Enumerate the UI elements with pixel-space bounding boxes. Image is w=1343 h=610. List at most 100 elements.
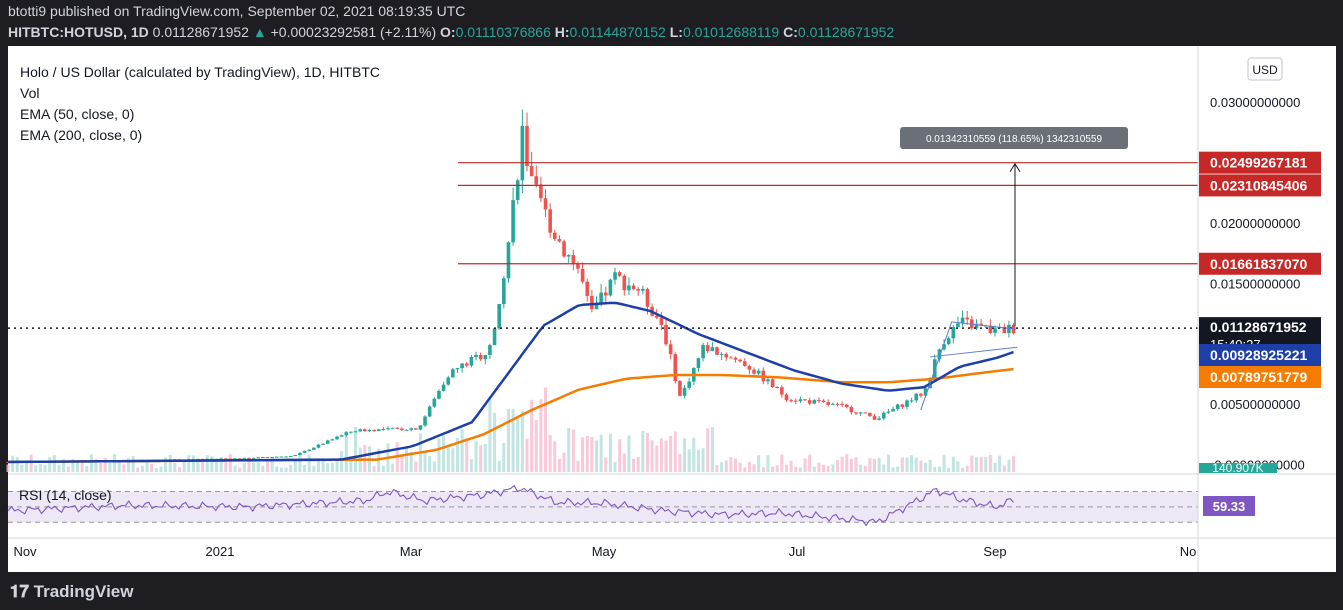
volume-bar	[460, 428, 464, 472]
candle-body	[395, 427, 400, 429]
candle-body	[868, 412, 872, 417]
candle-body	[293, 455, 298, 457]
volume-bar	[826, 466, 830, 472]
volume-bar	[998, 455, 1002, 472]
volume-bar	[256, 462, 260, 472]
candle-body	[840, 403, 844, 405]
volume-bar	[859, 464, 863, 472]
volume-bar	[372, 465, 376, 472]
x-tick-label: No	[1180, 544, 1197, 559]
volume-bar	[544, 387, 548, 472]
volume-bar	[571, 429, 575, 472]
candle-body	[617, 272, 622, 276]
ema50-price-box	[1199, 344, 1321, 366]
candle-body	[418, 425, 423, 430]
triangle-upper	[920, 321, 1016, 411]
volume-bar	[205, 455, 209, 472]
candle-body	[427, 406, 432, 417]
volume-bar	[1012, 456, 1016, 472]
volume-bar	[622, 453, 626, 472]
candle-body	[831, 403, 835, 405]
volume-bar	[493, 412, 497, 472]
volume-bar	[692, 437, 696, 472]
candle-body	[566, 255, 571, 257]
candle-body	[608, 279, 613, 296]
volume-bar	[627, 435, 631, 472]
volume-bar	[400, 456, 404, 472]
volume-bar	[354, 426, 358, 472]
candle-body	[854, 412, 858, 414]
candle-body	[775, 386, 780, 388]
candle-body	[705, 345, 710, 352]
candle-body	[576, 264, 580, 269]
candle-body	[520, 125, 525, 181]
candle-body	[502, 278, 506, 305]
volume-bar	[140, 465, 144, 472]
volume-bar	[11, 455, 15, 472]
volume-bar	[38, 464, 42, 472]
candle-body	[451, 369, 455, 378]
volume-bar	[840, 456, 844, 472]
axes: Nov 2021 Mar May Jul Sep No 0.03000000000 0.0200…	[8, 46, 1336, 572]
candle-body	[548, 209, 552, 233]
volume-bar	[6, 464, 10, 472]
candle-body	[909, 400, 914, 402]
candle-body	[747, 365, 752, 370]
candle-body	[335, 436, 339, 440]
volume-bar	[275, 466, 279, 472]
volume-bar	[683, 438, 687, 472]
candle-body	[330, 439, 335, 441]
candle-body	[882, 412, 886, 419]
volume-bar	[423, 451, 427, 472]
volume-bar	[25, 461, 29, 472]
volume-bar	[562, 452, 566, 472]
candle-body	[770, 379, 775, 387]
candle-body	[719, 353, 724, 355]
candle-body	[242, 457, 247, 459]
candle-body	[627, 285, 631, 291]
candle-body	[724, 353, 729, 358]
candle-body	[400, 428, 404, 430]
candle-body	[483, 355, 488, 360]
ema200-price-label: 0.00789751779	[1210, 369, 1308, 385]
volume-bar	[664, 440, 668, 472]
volume-bar	[585, 435, 589, 472]
candle-body	[488, 345, 492, 356]
ema50-line	[7, 301, 1014, 464]
candle-body	[325, 440, 330, 444]
candle-body	[529, 166, 534, 177]
usd-button-label: USD	[1252, 63, 1278, 77]
volume-bar	[882, 464, 886, 472]
candle-body	[497, 304, 501, 329]
candle-body	[789, 400, 793, 402]
volume-bar	[520, 411, 524, 472]
volume-bar	[20, 464, 24, 472]
candle-body	[386, 428, 390, 430]
candle-body	[946, 338, 951, 345]
volume-bar	[951, 456, 955, 472]
legend-title: Holo / US Dollar (calculated by TradingV…	[20, 64, 380, 80]
volume-bar	[502, 442, 506, 472]
high-label: H:	[554, 24, 570, 40]
usd-button	[1247, 57, 1283, 81]
resistance-price-label: 0.01661837070	[1210, 256, 1308, 272]
volume-bar	[604, 457, 608, 472]
candle-body	[534, 176, 539, 185]
volume-bar	[298, 454, 302, 472]
candle-body	[821, 400, 826, 403]
volume-bar	[330, 462, 334, 472]
candle-body	[455, 368, 460, 370]
open-label: O:	[440, 24, 456, 40]
volume-bar	[265, 460, 269, 472]
volume-bar	[307, 454, 311, 472]
candle-body	[284, 456, 288, 458]
candle-body	[390, 427, 395, 429]
volume-bar	[743, 467, 747, 472]
volume-bar	[131, 456, 135, 472]
volume-bar	[956, 461, 960, 472]
candle-body	[979, 323, 983, 326]
candle-body	[766, 379, 770, 382]
candle-body	[756, 370, 761, 374]
volume-bar	[891, 467, 895, 472]
